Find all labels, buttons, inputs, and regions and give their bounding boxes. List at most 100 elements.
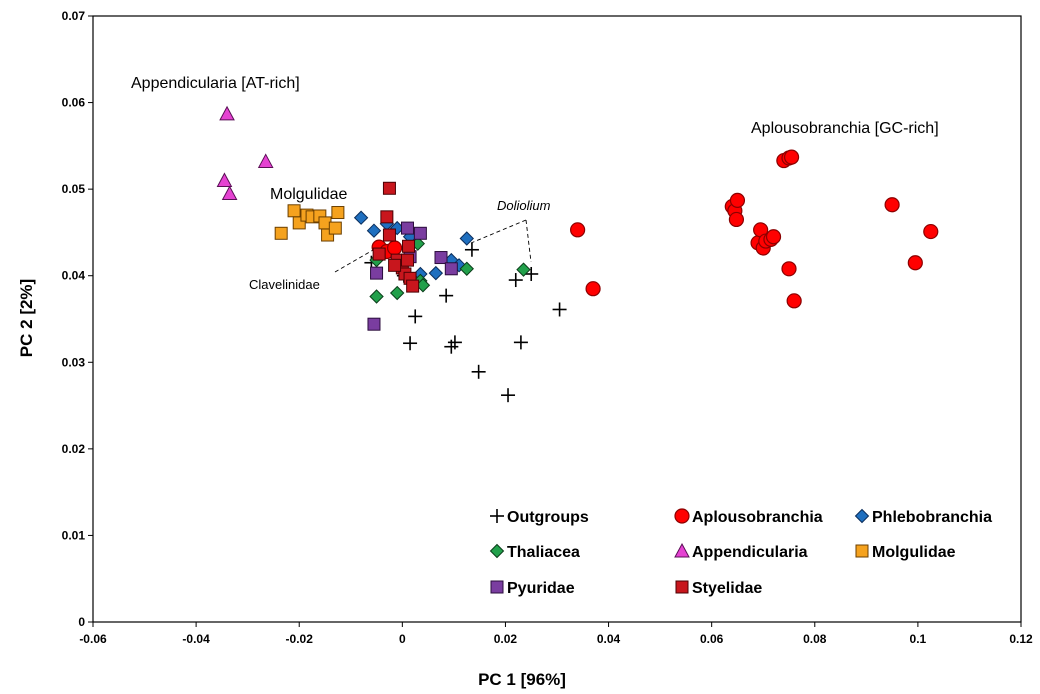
data-point: [328, 221, 342, 235]
x-tick-label: 0.06: [700, 632, 724, 646]
legend-label: Aplousobranchia: [692, 509, 823, 526]
y-tick-label: 0.02: [62, 442, 86, 456]
x-tick-label: -0.06: [79, 632, 107, 646]
annotation-clavelinidae: Clavelinidae: [249, 277, 320, 292]
data-point: [786, 293, 802, 309]
y-tick-label: 0.06: [62, 96, 86, 110]
annotation-aplousobranchia: Aplousobranchia [GC-rich]: [751, 120, 939, 137]
data-point: [382, 181, 396, 195]
legend-item-appendicularia: Appendicularia: [674, 542, 808, 561]
legend-marker: [490, 580, 504, 594]
data-point: [389, 285, 405, 301]
data-point: [400, 221, 414, 235]
data-point: [552, 302, 567, 317]
legend-item-molgulidae: Molgulidae: [855, 544, 956, 561]
legend-label: Outgroups: [507, 509, 589, 526]
legend-item-phlebobranchia: Phlebobranchia: [854, 508, 992, 526]
legend-item-styelidae: Styelidae: [675, 580, 762, 597]
legend-label: Appendicularia: [692, 544, 808, 561]
data-point: [413, 226, 427, 240]
legend-label: Thaliacea: [507, 544, 580, 561]
legend-item-pyuridae: Pyuridae: [490, 580, 575, 597]
legend-label: Molgulidae: [872, 544, 956, 561]
series-appendicularia: [216, 105, 274, 200]
data-point: [406, 279, 420, 293]
legend-label: Styelidae: [692, 580, 762, 597]
data-point: [403, 336, 418, 351]
data-point: [513, 335, 528, 350]
data-point: [585, 281, 601, 297]
data-point: [367, 317, 381, 331]
data-point: [219, 105, 235, 121]
data-point: [274, 226, 288, 240]
legend-marker: [855, 544, 869, 558]
legend-marker: [675, 580, 689, 594]
data-point: [907, 255, 923, 271]
data-point: [428, 265, 444, 281]
data-point: [366, 223, 382, 238]
legend-item-outgroups: Outgroups: [490, 509, 589, 526]
x-tick-label: 0.12: [1009, 632, 1033, 646]
data-point: [471, 364, 486, 379]
data-point: [524, 266, 539, 281]
x-axis-title: PC 1 [96%]: [478, 670, 566, 689]
annotation-appendicularia: Appendicularia [AT-rich]: [131, 75, 300, 92]
legend-marker: [674, 542, 690, 558]
annotation-molgulidae: Molgulidae: [270, 186, 347, 203]
data-point: [439, 288, 454, 303]
data-point: [331, 206, 345, 220]
y-tick-label: 0.07: [62, 9, 86, 23]
legend-label: Phlebobranchia: [872, 509, 992, 526]
x-tick-label: 0.04: [597, 632, 621, 646]
data-point: [287, 204, 301, 218]
y-tick-label: 0.01: [62, 528, 86, 542]
data-point: [728, 211, 745, 228]
x-tick-label: 0.02: [494, 632, 518, 646]
data-point: [765, 229, 782, 245]
data-point: [380, 210, 394, 224]
data-point: [459, 231, 474, 246]
legend-marker: [674, 508, 690, 524]
plot-area: [92, 15, 1022, 623]
data-point: [382, 228, 396, 242]
y-tick-label: 0.03: [62, 355, 86, 369]
doliolium-leader: [470, 219, 527, 244]
data-point: [444, 262, 458, 276]
legend-marker: [489, 543, 505, 559]
legend-marker: [854, 508, 870, 524]
doliolium-leader: [525, 219, 532, 263]
data-point: [388, 258, 402, 272]
data-point: [402, 239, 416, 253]
data-point: [516, 262, 531, 277]
legend-item-aplousobranchia: Aplousobranchia: [674, 508, 823, 526]
data-point: [400, 253, 414, 267]
y-tick-label: 0: [78, 615, 85, 629]
data-point: [372, 247, 386, 261]
legend-label: Pyuridae: [507, 580, 575, 597]
data-point: [387, 240, 403, 256]
data-point: [221, 185, 238, 200]
data-point: [459, 261, 474, 276]
y-tick-label: 0.05: [62, 182, 86, 196]
data-point: [447, 335, 462, 350]
x-tick-label: -0.02: [286, 632, 314, 646]
data-point: [501, 388, 516, 403]
data-point: [508, 273, 523, 288]
y-tick-label: 0.04: [62, 269, 86, 283]
data-point: [729, 192, 746, 208]
data-point: [408, 309, 423, 324]
series-styelidae: [372, 181, 420, 293]
data-point: [370, 266, 384, 280]
legend-marker: [490, 509, 504, 523]
data-point: [353, 210, 369, 225]
data-point: [464, 242, 479, 257]
data-point: [216, 172, 233, 187]
x-tick-label: 0.08: [803, 632, 827, 646]
data-point: [257, 153, 274, 168]
x-tick-label: 0.1: [910, 632, 927, 646]
data-point: [884, 197, 900, 213]
data-point: [923, 223, 939, 240]
y-axis-title: PC 2 [2%]: [17, 279, 36, 357]
data-point: [783, 149, 800, 165]
